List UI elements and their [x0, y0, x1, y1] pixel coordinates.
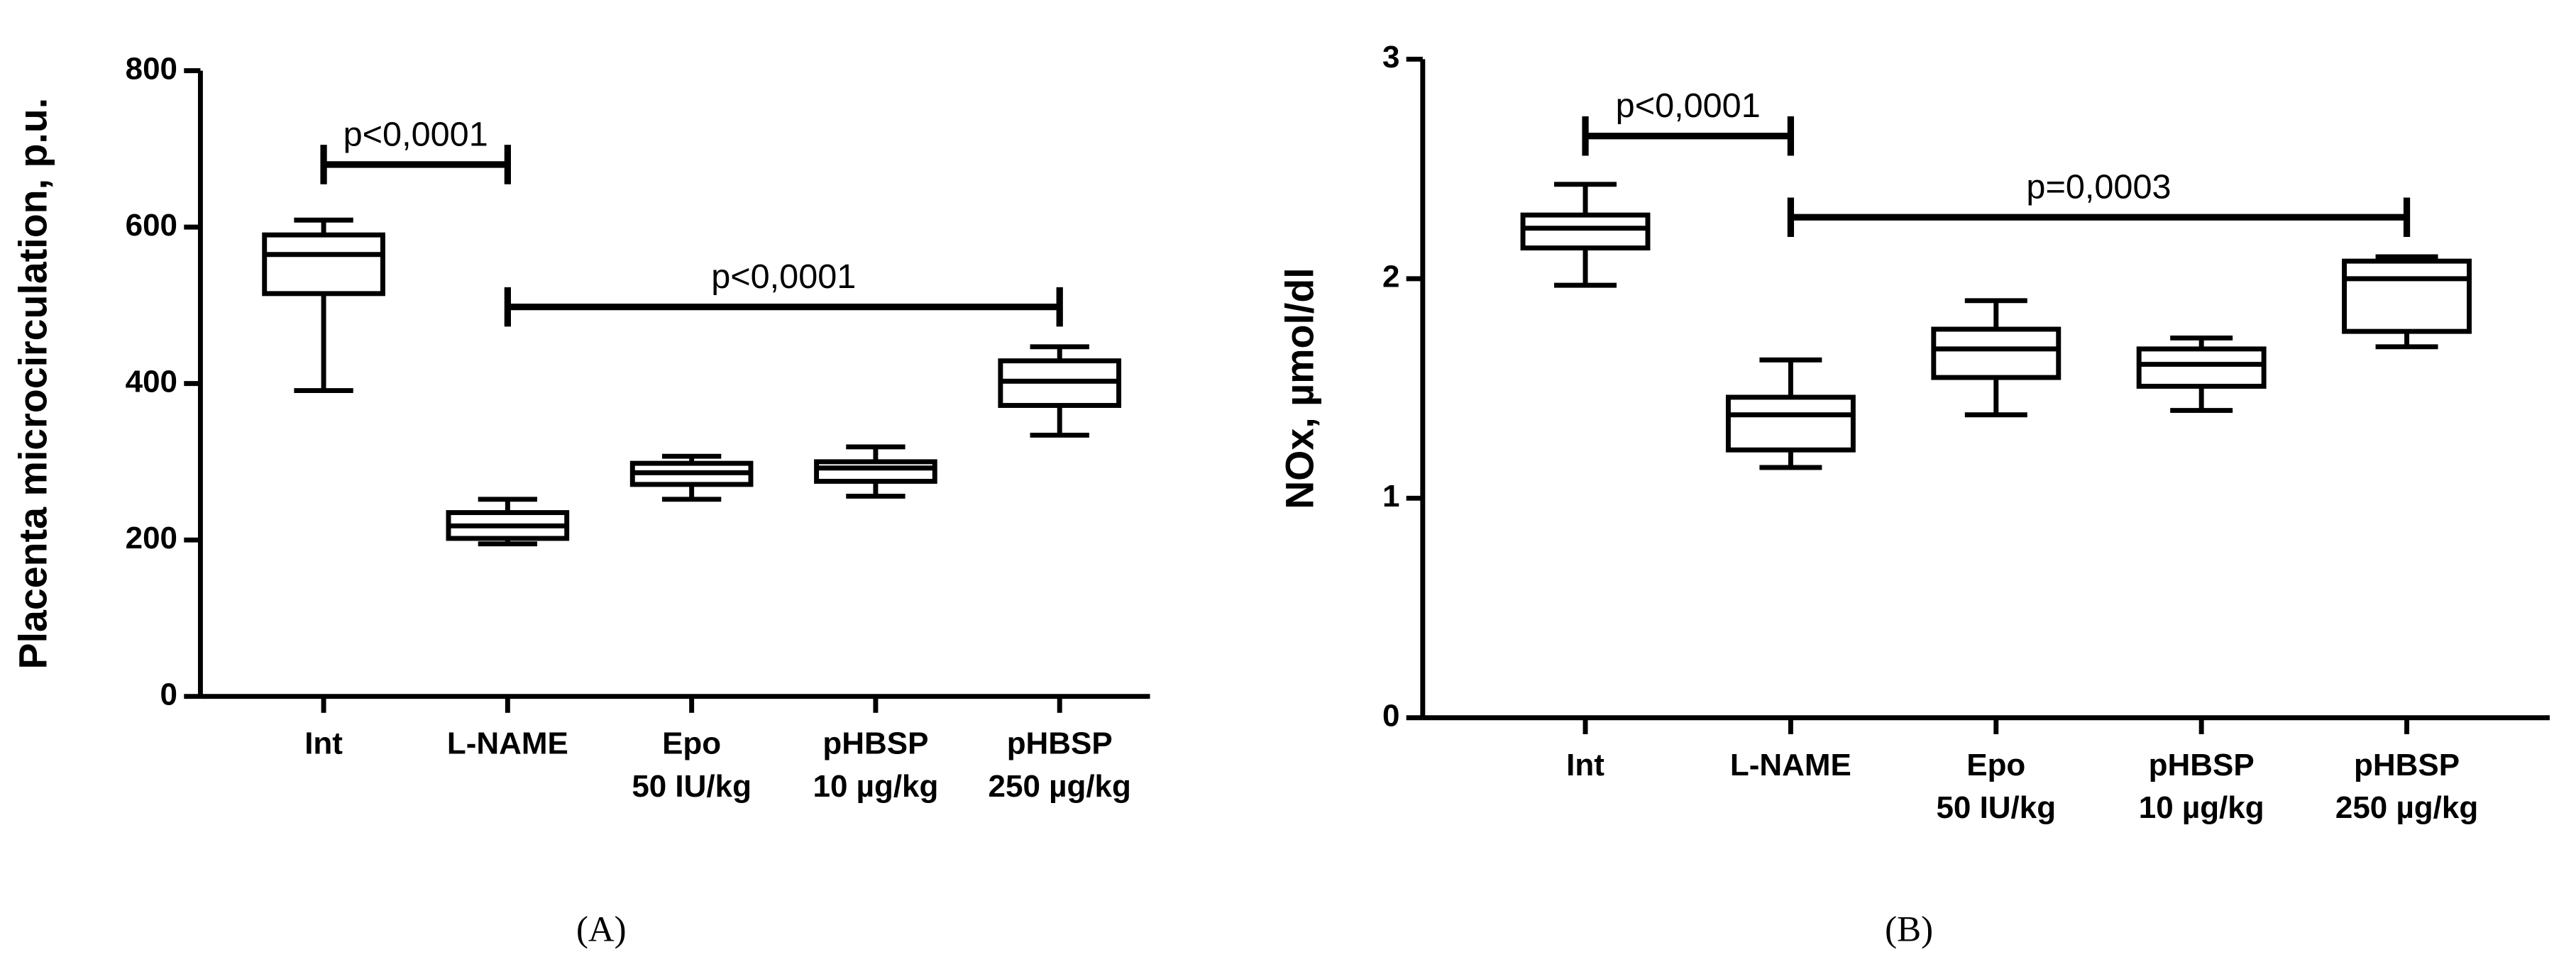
x-tick-label: 250 µg/kg	[2335, 790, 2478, 825]
box	[814, 459, 937, 484]
y-tick-label: 800	[126, 51, 177, 86]
box	[262, 232, 385, 297]
x-tick-label: 50 IU/kg	[1936, 790, 2056, 825]
annotation: p<0,0001	[711, 258, 856, 296]
box	[2136, 346, 2267, 389]
y-tick-label: 200	[126, 521, 177, 555]
box	[2342, 258, 2472, 334]
y-axis-label: Placenta microcirculation, p.u.	[11, 98, 55, 670]
x-tick-label: Int	[304, 726, 343, 761]
x-tick-label: 50 IU/kg	[632, 769, 752, 804]
y-tick-label: 0	[160, 677, 177, 712]
y-axis-label: NOx, µmol/dl	[1278, 267, 1322, 509]
y-tick-label: 1	[1382, 479, 1399, 514]
y-tick-label: 2	[1382, 259, 1399, 294]
x-tick-label: pHBSP	[2354, 748, 2460, 782]
x-tick-label: pHBSP	[2149, 748, 2255, 782]
x-tick-label: Epo	[662, 726, 721, 761]
x-tick-label: 10 µg/kg	[813, 769, 939, 804]
panel-label: (B)	[1885, 910, 1933, 950]
x-tick-label: L-NAME	[1730, 748, 1851, 782]
annotation: p<0,0001	[343, 115, 488, 153]
annotation: p<0,0001	[1616, 87, 1761, 125]
panel-label: (A)	[576, 910, 627, 950]
x-tick-label: 250 µg/kg	[989, 769, 1131, 804]
y-tick-label: 0	[1382, 698, 1399, 733]
x-tick-label: Int	[1566, 748, 1605, 782]
annotation: p=0,0003	[2026, 168, 2171, 206]
box	[1725, 394, 1856, 453]
x-tick-label: 10 µg/kg	[2139, 790, 2264, 825]
x-tick-label: Epo	[1966, 748, 2025, 782]
x-tick-label: L-NAME	[447, 726, 568, 761]
y-tick-label: 600	[126, 208, 177, 243]
box	[1520, 212, 1651, 251]
box	[1931, 326, 2062, 380]
x-tick-label: pHBSP	[822, 726, 928, 761]
x-tick-label: pHBSP	[1007, 726, 1113, 761]
y-tick-label: 3	[1382, 40, 1399, 74]
y-tick-label: 400	[126, 364, 177, 399]
